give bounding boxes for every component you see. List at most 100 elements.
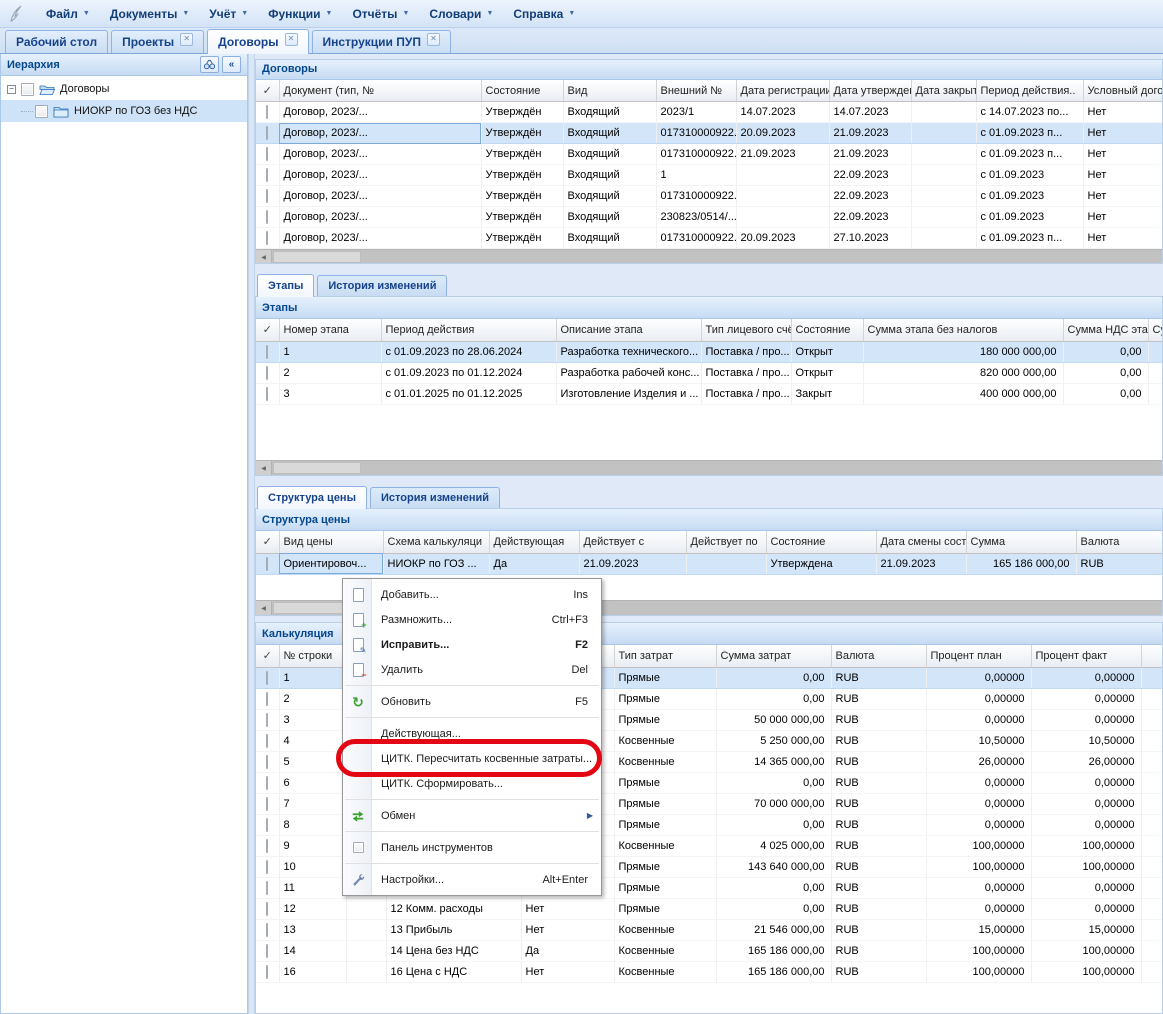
cell[interactable]: 21 546 000,00 [716,919,832,941]
menu-item-2[interactable]: Документы ▼ [109,6,190,21]
cell[interactable]: 100,00000 [926,961,1032,983]
column-header[interactable]: Описание этапа [556,319,702,342]
cell[interactable]: Договор, 2023/... [279,122,482,145]
cell[interactable]: Договор, 2023/... [279,164,482,187]
splitter[interactable] [248,54,255,1014]
cell[interactable]: 165 186 000,00 [966,553,1077,575]
cell[interactable]: 0,00 [716,667,832,689]
cell[interactable]: Нет [1083,206,1162,229]
table-row[interactable]: Договор, 2023/... Утверждён Входящий 017310… [256,185,1162,208]
cell[interactable] [1141,751,1162,773]
cell[interactable]: RUB [831,898,927,920]
cell[interactable]: 165 186 000,00 [716,940,832,962]
column-header[interactable]: Дата регистрации. [736,79,830,103]
cell[interactable]: RUB [1076,553,1162,575]
cell[interactable]: 26,00000 [1031,751,1142,773]
context-menu-item-9[interactable]: Обмен ▶ [343,803,601,828]
cell[interactable]: RUB [831,688,927,710]
cell[interactable]: Прямые [614,898,717,920]
column-header[interactable]: Тип лицевого счёт [701,319,792,342]
cell[interactable]: 3 [279,709,347,731]
cell[interactable]: 017310000922... [656,185,737,208]
menu-item-5[interactable]: Отчёты ▼ [352,6,410,21]
column-header[interactable]: Документ (тип, № [279,79,482,103]
cell[interactable]: Утверждён [481,143,564,166]
context-menu-item-3[interactable]: ✎ Исправить... F2 [343,632,601,657]
column-header[interactable] [1141,645,1162,668]
search-icon[interactable] [200,56,219,73]
cell[interactable]: Прямые [614,793,717,815]
cell[interactable]: 1 [279,341,382,363]
cell[interactable] [1141,835,1162,857]
checkbox[interactable] [266,859,269,874]
cell[interactable]: 0,00 [1063,341,1149,363]
cell[interactable]: 0,00000 [1031,877,1142,899]
cell[interactable] [1141,898,1162,920]
table-row[interactable]: Договор, 2023/... Утверждён Входящий 017310… [256,227,1162,250]
table-row[interactable]: Договор, 2023/... Утверждён Входящий 2023/1… [256,101,1162,124]
cell[interactable]: 0,00000 [1031,667,1142,689]
table-row[interactable]: Договор, 2023/... Утверждён Входящий 017310… [256,143,1162,166]
close-icon[interactable]: ✕ [180,32,194,46]
column-header[interactable]: Сумма затрат [716,645,832,668]
table-row[interactable]: Договор, 2023/... Утверждён Входящий 017310… [256,122,1162,145]
cell[interactable]: 820 000 000,00 [863,362,1064,384]
cell[interactable]: Прямые [614,772,717,794]
cell[interactable]: Нет [1083,185,1162,208]
cell[interactable]: 14 Цена без НДС [386,940,522,962]
cell[interactable]: Прямые [614,814,717,836]
cell[interactable]: с 01.09.2023 п... [976,143,1084,166]
cell[interactable]: 8 [279,814,347,836]
cell[interactable]: 13 Прибыль [386,919,522,941]
cell[interactable]: 165 186 000,00 [716,961,832,983]
cell[interactable]: 1 [656,164,737,187]
tab-1[interactable]: Рабочий стол [5,30,109,53]
column-header[interactable]: Сумма [966,531,1077,554]
column-header[interactable]: Сумма НДС этапа [1063,319,1149,342]
cell[interactable] [911,164,977,187]
checkbox[interactable] [266,210,269,225]
cell[interactable]: 21.09.2023 [579,553,687,575]
column-header[interactable]: Действует с [579,531,687,554]
cell[interactable]: 0,00000 [1031,814,1142,836]
cell[interactable] [736,185,830,208]
cell[interactable] [1148,341,1162,363]
cell[interactable]: Прямые [614,667,717,689]
cell[interactable]: 0,00 [716,877,832,899]
cell[interactable]: Косвенные [614,961,717,983]
context-menu-item-5[interactable]: ↻ Обновить F5 [343,689,601,714]
cell[interactable]: RUB [831,919,927,941]
cell[interactable] [736,206,830,229]
cell[interactable]: Нет [1083,101,1162,124]
cell[interactable]: 10,50000 [1031,730,1142,752]
cell[interactable]: 10,50000 [926,730,1032,752]
column-header[interactable]: Вид [563,79,657,103]
cell[interactable]: 0,00000 [1031,793,1142,815]
checkbox[interactable] [266,670,269,685]
cell[interactable]: RUB [831,835,927,857]
cell[interactable]: Утверждён [481,206,564,229]
cell[interactable] [346,940,387,962]
cell[interactable]: 0,00 [716,898,832,920]
cell[interactable]: с 01.09.2023 по 01.12.2024 [381,362,557,384]
cell[interactable]: 15,00000 [1031,919,1142,941]
checkbox[interactable] [266,231,269,246]
cell[interactable]: Нет [521,961,615,983]
cell[interactable] [346,919,387,941]
cell[interactable]: 0,00000 [926,814,1032,836]
checkbox[interactable] [266,943,269,958]
cell[interactable] [1148,383,1162,405]
cell[interactable]: RUB [831,709,927,731]
cell[interactable]: 230823/0514/... [656,206,737,229]
cell[interactable]: 1 [279,667,347,689]
cell[interactable] [1148,362,1162,384]
cell[interactable]: с 01.09.2023 по 28.06.2024 [381,341,557,363]
cell[interactable]: Поставка / про... [701,362,792,384]
cell[interactable] [911,227,977,250]
cell[interactable]: 0,00000 [926,772,1032,794]
cell[interactable]: 100,00000 [926,940,1032,962]
cell[interactable]: RUB [831,856,927,878]
cell[interactable]: 100,00000 [1031,961,1142,983]
cell[interactable]: 21.09.2023 [876,553,967,575]
